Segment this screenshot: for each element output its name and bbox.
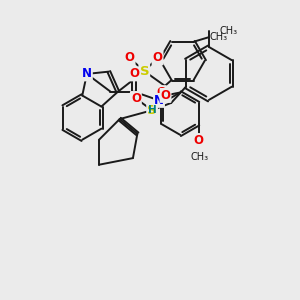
Text: S: S — [140, 65, 149, 78]
Text: N: N — [154, 94, 164, 107]
Text: O: O — [129, 68, 139, 80]
Text: CH₃: CH₃ — [210, 32, 228, 42]
Text: O: O — [194, 134, 204, 147]
Text: N: N — [82, 68, 92, 80]
Text: S: S — [147, 104, 157, 117]
Text: CH₃: CH₃ — [191, 152, 209, 162]
Text: O: O — [153, 51, 163, 64]
Text: H: H — [148, 105, 157, 115]
Text: O: O — [156, 86, 166, 99]
Text: CH₃: CH₃ — [219, 26, 237, 36]
Text: O: O — [131, 92, 141, 105]
Text: O: O — [160, 89, 170, 102]
Text: O: O — [124, 51, 135, 64]
